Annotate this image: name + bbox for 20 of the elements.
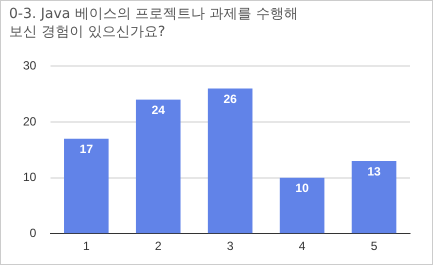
data-label: 26: [223, 92, 238, 106]
data-label: 17: [80, 142, 94, 156]
y-tick-label: 10: [22, 170, 37, 184]
x-tick-label: 5: [370, 239, 378, 254]
x-tick-label: 4: [298, 239, 306, 254]
data-label: 13: [367, 164, 382, 178]
y-tick-label: 30: [22, 58, 37, 73]
data-label: 24: [152, 102, 166, 117]
bar: [136, 100, 181, 234]
chart-title: 0-3. Java 베이스의 프로젝트나 과제를 수행해보신 경험이 있으신가요?: [9, 5, 300, 41]
bar: [352, 161, 396, 234]
x-tick-label: 3: [226, 239, 234, 254]
x-tick-label: 1: [82, 239, 90, 254]
bar: [208, 88, 252, 234]
bar: [64, 138, 109, 234]
x-tick-label: 2: [154, 239, 162, 254]
y-tick-label: 20: [22, 114, 37, 128]
y-tick-label: 0: [30, 226, 37, 240]
data-label: 10: [295, 181, 310, 196]
bar: [280, 178, 324, 234]
